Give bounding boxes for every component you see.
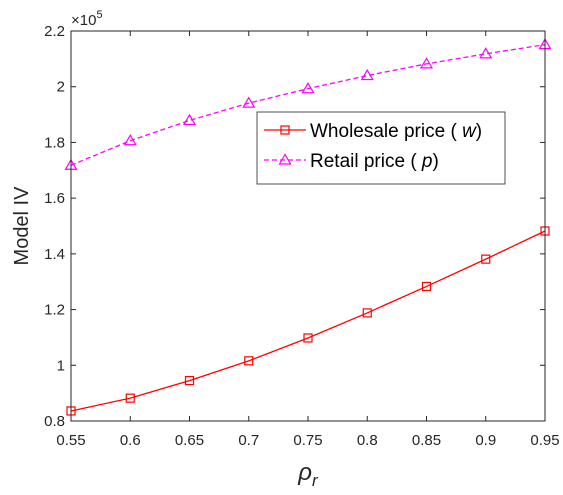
legend-entry: Wholesale price ( w) xyxy=(264,121,482,142)
x-tick-label: 0.85 xyxy=(412,432,441,449)
legend-marker xyxy=(280,125,290,135)
legend-entry: Retail price ( p) xyxy=(264,151,439,172)
legend-label-prefix: Retail price ( xyxy=(310,151,422,172)
x-tick-label: 0.8 xyxy=(357,432,378,449)
legend-marker xyxy=(278,153,292,165)
x-tick-label: 0.65 xyxy=(175,432,204,449)
data-point xyxy=(421,281,432,292)
y-tick-label: 1 xyxy=(57,357,65,374)
y-axis-ticks: 0.8 1 1.2 1.4 1.6 1.8 2 2.2 xyxy=(44,23,545,430)
data-point xyxy=(301,81,315,94)
data-point xyxy=(244,356,254,366)
data-point xyxy=(419,57,434,69)
data-point xyxy=(184,376,195,386)
data-point xyxy=(479,47,493,59)
x-axis-label-symbol: ρ xyxy=(297,459,312,486)
legend-label-prefix: Wholesale price ( xyxy=(310,121,462,142)
x-tick-label: 0.75 xyxy=(293,432,322,449)
y-tick-label: 2.2 xyxy=(44,23,65,40)
y-axis-label: Model IV xyxy=(11,186,33,266)
series-line xyxy=(70,230,546,412)
x-axis-label-subscript: r xyxy=(312,471,319,490)
data-point xyxy=(360,68,374,81)
x-tick-label: 0.6 xyxy=(120,432,141,449)
y-multiplier: ×105 xyxy=(71,9,103,29)
y-multiplier-exponent: 5 xyxy=(96,9,102,21)
x-tick-label: 0.9 xyxy=(475,432,496,449)
legend-box xyxy=(256,111,506,185)
data-point xyxy=(125,393,135,403)
x-axis-ticks: 0.55 0.6 0.65 0.7 0.75 0.8 0.85 0.9 0.95 xyxy=(56,31,560,449)
legend-label-suffix: ) xyxy=(476,121,482,142)
x-tick-label: 0.55 xyxy=(56,432,85,449)
x-tick-label: 0.7 xyxy=(238,432,259,449)
data-point xyxy=(481,254,491,264)
y-tick-label: 1.8 xyxy=(44,134,65,151)
data-point xyxy=(242,96,256,108)
y-multiplier-base: ×10 xyxy=(71,12,96,29)
legend-label: Wholesale price ( w) xyxy=(310,121,482,142)
data-point xyxy=(362,308,372,318)
legend-label: Retail price ( p) xyxy=(310,151,439,172)
series-retail-price xyxy=(64,37,552,170)
legend: Wholesale price ( w)Retail price ( p) xyxy=(256,111,506,185)
data-point xyxy=(182,113,197,126)
y-tick-label: 1.6 xyxy=(44,190,65,207)
series-line xyxy=(70,44,546,166)
y-tick-label: 2 xyxy=(57,79,65,96)
x-tick-label: 0.95 xyxy=(530,432,559,449)
data-point xyxy=(303,333,313,343)
data-point xyxy=(123,134,137,146)
legend-label-suffix: ) xyxy=(433,151,439,172)
y-tick-label: 0.8 xyxy=(44,413,65,430)
y-tick-label: 1.4 xyxy=(44,246,65,263)
y-tick-label: 1.2 xyxy=(44,302,65,319)
legend-label-variable: p xyxy=(421,151,433,172)
plot-area xyxy=(71,31,545,421)
legend-label-variable: w xyxy=(462,121,477,142)
legend-items: Wholesale price ( w)Retail price ( p) xyxy=(264,121,482,172)
x-axis-label: ρr xyxy=(297,459,319,490)
